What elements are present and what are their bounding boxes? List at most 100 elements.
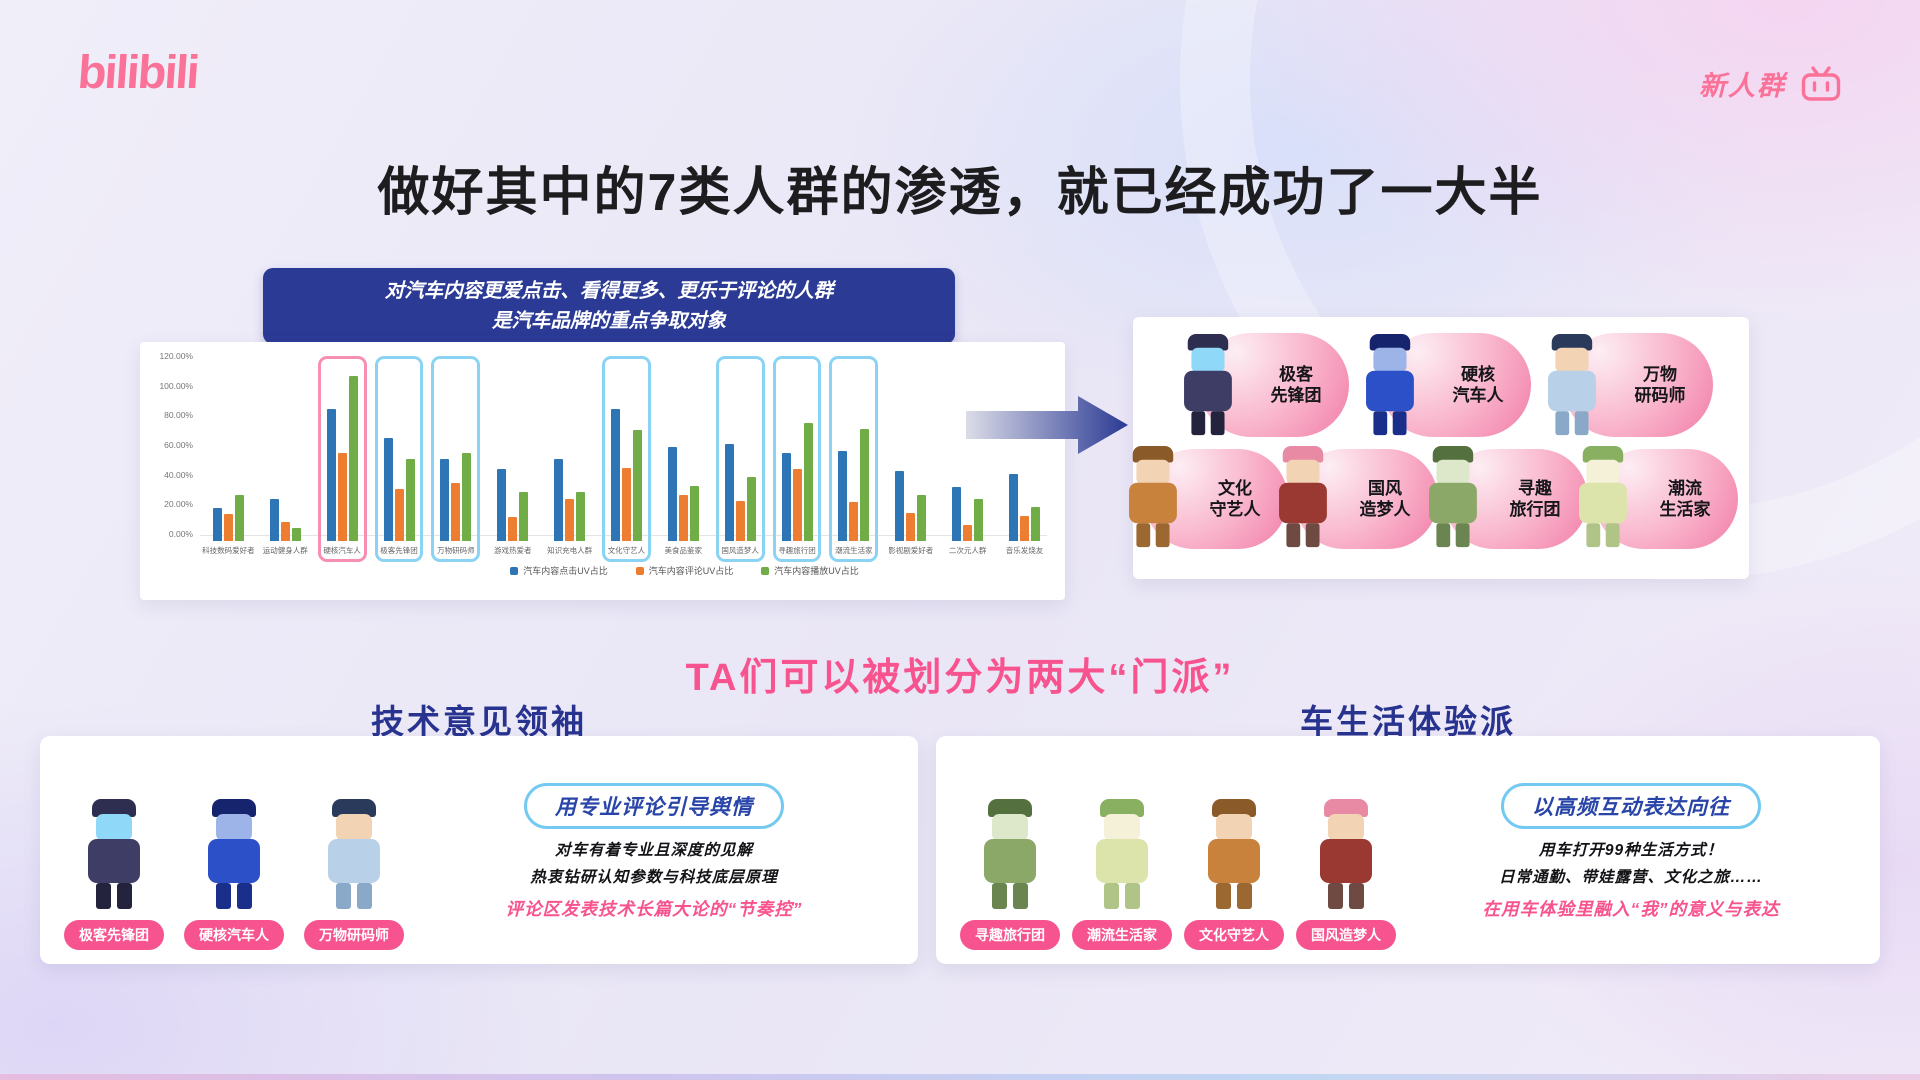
leg-part bbox=[117, 883, 132, 909]
faction-line: 用车打开99种生活方式！ bbox=[1538, 842, 1724, 860]
bar-cluster bbox=[554, 361, 586, 541]
member-chip: 极客先锋团 bbox=[64, 920, 164, 950]
bar bbox=[462, 452, 472, 541]
pbody-part bbox=[1184, 370, 1232, 412]
chart-callout-line1: 对汽车内容更爱点击、看得更多、更乐于评论的人群 bbox=[384, 279, 834, 302]
bar bbox=[781, 452, 791, 541]
faction-members-tech: 极客先锋团 硬核汽车人 万物研码师 bbox=[64, 754, 404, 950]
hat-part bbox=[1132, 445, 1174, 463]
pixel-character bbox=[76, 799, 152, 911]
x-tick-label: 万物研码师 bbox=[437, 546, 475, 555]
bar-group: 寻趣旅行团 bbox=[769, 356, 826, 562]
transition-arrow-icon bbox=[966, 396, 1128, 454]
head-part bbox=[992, 814, 1028, 841]
y-tick-label: 100.00% bbox=[159, 380, 193, 391]
head-part bbox=[1191, 347, 1225, 373]
faction-highlight-tech: 评论区发表技术长篇大论的“节奏控” bbox=[505, 898, 803, 919]
bar-group: 万物研码师 bbox=[427, 356, 484, 562]
highlight-frame-blue bbox=[829, 356, 879, 562]
pbody-part bbox=[328, 839, 380, 883]
pixel-character bbox=[316, 799, 392, 911]
faction-text-tech: 用专业评论引导舆情 对车有着专业且深度的见解 热衷钻研认知参数与科技底层原理 评… bbox=[404, 754, 894, 950]
pbody-part bbox=[1548, 370, 1596, 412]
page-title: 做好其中的7类人群的渗透，就已经成功了一大半 bbox=[377, 164, 1543, 222]
bar-cluster bbox=[724, 361, 756, 541]
leg-part bbox=[96, 883, 111, 909]
hat-part bbox=[1187, 333, 1229, 351]
head-part bbox=[1586, 459, 1620, 485]
hat-part bbox=[1282, 445, 1324, 463]
legend-swatch bbox=[510, 566, 519, 575]
persona-name: 万物 研码师 bbox=[1634, 364, 1686, 405]
member-chip: 万物研码师 bbox=[304, 920, 404, 950]
legend-item: 汽车内容播放UV占比 bbox=[761, 564, 859, 577]
bar-cluster bbox=[781, 361, 813, 541]
pbody-part bbox=[208, 839, 260, 883]
faction-panel-tech: 极客先锋团 硬核汽车人 万物研码师 用专业评论引导舆情 对车有着专业且深度的见解 热… bbox=[40, 736, 918, 964]
hat-part bbox=[1369, 333, 1411, 351]
legend-label: 汽车内容评论UV占比 bbox=[648, 566, 734, 576]
bar-cluster bbox=[269, 361, 301, 541]
bar bbox=[895, 470, 905, 541]
bar-cluster bbox=[1008, 361, 1040, 541]
head-part bbox=[1104, 814, 1140, 841]
leg-part bbox=[1305, 523, 1320, 548]
member-chip: 潮流生活家 bbox=[1072, 920, 1172, 950]
x-tick-label: 潮流生活家 bbox=[835, 546, 873, 555]
bar bbox=[678, 494, 688, 541]
head-part bbox=[216, 814, 252, 841]
bar bbox=[451, 482, 461, 541]
leg-part bbox=[1237, 883, 1252, 909]
bar-group: 二次元人群 bbox=[939, 356, 996, 559]
pixel-character bbox=[1537, 333, 1607, 437]
bar bbox=[212, 508, 222, 541]
pixel-character bbox=[1308, 799, 1384, 911]
bar bbox=[1030, 506, 1040, 541]
bar bbox=[348, 376, 358, 541]
leg-part bbox=[216, 883, 231, 909]
bar-chart-panel: 120.00% 100.00% 80.00% 60.00% 40.00% 20.00% 0.… bbox=[140, 342, 1065, 600]
leg-part bbox=[1136, 523, 1151, 548]
bar-cluster bbox=[326, 361, 358, 541]
hat-part bbox=[1100, 799, 1144, 817]
legend-swatch bbox=[761, 566, 770, 575]
pbody-part bbox=[984, 839, 1036, 883]
hat-part bbox=[988, 799, 1032, 817]
bar-cluster bbox=[667, 361, 699, 541]
bar bbox=[394, 488, 404, 541]
bar bbox=[234, 494, 244, 541]
highlight-frame-blue bbox=[602, 356, 651, 562]
bar-group: 硬核汽车人 bbox=[314, 356, 371, 562]
pixel-character bbox=[1173, 333, 1243, 437]
hat-part bbox=[1582, 445, 1624, 463]
highlight-frame-pink bbox=[317, 356, 367, 562]
bar bbox=[383, 437, 393, 541]
bar bbox=[792, 469, 802, 541]
legend-swatch bbox=[635, 566, 644, 575]
leg-part bbox=[237, 883, 252, 909]
pbody-part bbox=[1096, 839, 1148, 883]
bar-group: 运动健身人群 bbox=[257, 356, 314, 559]
persona-bubble: 硬核 汽车人 bbox=[1366, 333, 1531, 437]
pixel-character bbox=[1084, 799, 1160, 911]
hat-part bbox=[1551, 333, 1593, 351]
divider-heading: TA们可以被划分为两大“门派” bbox=[685, 657, 1235, 699]
legend-label: 汽车内容播放UV占比 bbox=[774, 566, 859, 576]
bar bbox=[735, 500, 745, 541]
pixel-character bbox=[1568, 445, 1638, 549]
x-tick-label: 运动健身人群 bbox=[262, 546, 308, 555]
chart-y-axis: 120.00% 100.00% 80.00% 60.00% 40.00% 20.00% 0.… bbox=[146, 351, 200, 539]
pixel-character bbox=[1268, 445, 1338, 549]
chart-plot-area: 科技数码爱好者 运动健身人群 硬核汽车人 极客先锋团 万物研码师 游戏热爱者 知识充电人群 文… bbox=[200, 356, 1053, 562]
head-part bbox=[96, 814, 132, 841]
leg-part bbox=[1574, 411, 1589, 436]
bar-group: 国风造梦人 bbox=[712, 356, 769, 562]
highlight-frame-blue bbox=[374, 356, 424, 562]
pbody-part bbox=[1320, 839, 1372, 883]
faction-panel-life: 寻趣旅行团 潮流生活家 文化守艺人 国风造梦人 以高频互动表达向往 用车打开99种生活… bbox=[936, 736, 1880, 964]
faction-member: 万物研码师 bbox=[304, 799, 404, 950]
bar bbox=[952, 487, 962, 541]
highlight-frame-blue bbox=[715, 356, 765, 562]
bar bbox=[849, 502, 859, 541]
faction-member: 潮流生活家 bbox=[1072, 799, 1172, 950]
